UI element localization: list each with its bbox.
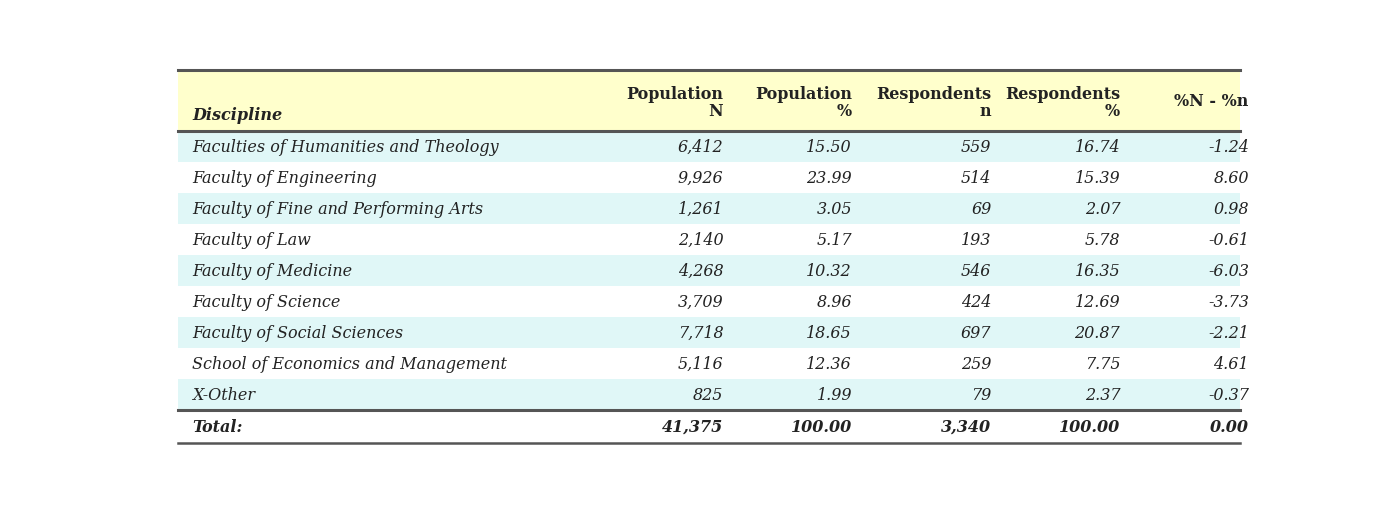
FancyBboxPatch shape [179,162,1240,193]
Text: 23.99: 23.99 [807,169,853,186]
Text: Faculty of Engineering: Faculty of Engineering [192,169,376,186]
Text: 559: 559 [960,138,991,156]
Text: 697: 697 [960,324,991,341]
Text: 514: 514 [960,169,991,186]
Text: 12.69: 12.69 [1074,293,1120,310]
FancyBboxPatch shape [179,193,1240,224]
Text: 10.32: 10.32 [807,262,853,279]
FancyBboxPatch shape [179,71,1240,132]
FancyBboxPatch shape [179,132,1240,162]
Text: 1.99: 1.99 [817,386,853,403]
Text: Faculty of Fine and Performing Arts: Faculty of Fine and Performing Arts [192,201,483,217]
Text: 825: 825 [693,386,724,403]
Text: 5.17: 5.17 [817,232,853,248]
Text: 16.74: 16.74 [1074,138,1120,156]
Text: -0.37: -0.37 [1208,386,1248,403]
Text: 16.35: 16.35 [1074,262,1120,279]
Text: -2.21: -2.21 [1208,324,1248,341]
Text: n: n [980,103,991,120]
Text: 5,116: 5,116 [678,355,724,372]
FancyBboxPatch shape [179,379,1240,410]
Text: 4,268: 4,268 [678,262,724,279]
Text: 2,140: 2,140 [678,232,724,248]
Text: Faculty of Science: Faculty of Science [192,293,340,310]
Text: Faculty of Law: Faculty of Law [192,232,311,248]
Text: Respondents: Respondents [1005,86,1120,103]
Text: -6.03: -6.03 [1208,262,1248,279]
FancyBboxPatch shape [179,348,1240,379]
Text: 9,926: 9,926 [678,169,724,186]
Text: 6,412: 6,412 [678,138,724,156]
Text: 424: 424 [960,293,991,310]
Text: 3.05: 3.05 [817,201,853,217]
Text: N: N [709,103,724,120]
Text: 2.07: 2.07 [1085,201,1120,217]
FancyBboxPatch shape [179,224,1240,256]
Text: %N - %n: %N - %n [1175,93,1248,110]
Text: 41,375: 41,375 [662,418,724,435]
Text: Total:: Total: [192,418,242,435]
Text: -0.61: -0.61 [1208,232,1248,248]
Text: X-Other: X-Other [192,386,255,403]
Text: 4.61: 4.61 [1214,355,1248,372]
Text: 3,709: 3,709 [678,293,724,310]
Text: 15.39: 15.39 [1074,169,1120,186]
Text: 20.87: 20.87 [1074,324,1120,341]
Text: 8.96: 8.96 [817,293,853,310]
Text: 69: 69 [972,201,991,217]
Text: 8.60: 8.60 [1214,169,1248,186]
Text: 7.75: 7.75 [1085,355,1120,372]
Text: Faculty of Social Sciences: Faculty of Social Sciences [192,324,403,341]
Text: -3.73: -3.73 [1208,293,1248,310]
Text: 7,718: 7,718 [678,324,724,341]
Text: %: % [837,103,853,120]
FancyBboxPatch shape [179,410,1240,443]
Text: 0.00: 0.00 [1210,418,1248,435]
FancyBboxPatch shape [179,317,1240,348]
Text: 100.00: 100.00 [1059,418,1120,435]
Text: 1,261: 1,261 [678,201,724,217]
Text: -1.24: -1.24 [1208,138,1248,156]
Text: 259: 259 [960,355,991,372]
Text: 2.37: 2.37 [1085,386,1120,403]
FancyBboxPatch shape [179,286,1240,317]
Text: 5.78: 5.78 [1085,232,1120,248]
Text: Faculties of Humanities and Theology: Faculties of Humanities and Theology [192,138,498,156]
Text: 546: 546 [960,262,991,279]
Text: Respondents: Respondents [876,86,991,103]
Text: 0.98: 0.98 [1214,201,1248,217]
Text: 3,340: 3,340 [941,418,991,435]
Text: School of Economics and Management: School of Economics and Management [192,355,507,372]
Text: 18.65: 18.65 [807,324,853,341]
Text: 193: 193 [960,232,991,248]
Text: 79: 79 [972,386,991,403]
Text: 12.36: 12.36 [807,355,853,372]
Text: 15.50: 15.50 [807,138,853,156]
FancyBboxPatch shape [179,256,1240,286]
Text: 100.00: 100.00 [790,418,853,435]
Text: Population: Population [626,86,724,103]
Text: Population: Population [754,86,853,103]
Text: Discipline: Discipline [192,107,282,124]
Text: %: % [1104,103,1120,120]
Text: Faculty of Medicine: Faculty of Medicine [192,262,353,279]
